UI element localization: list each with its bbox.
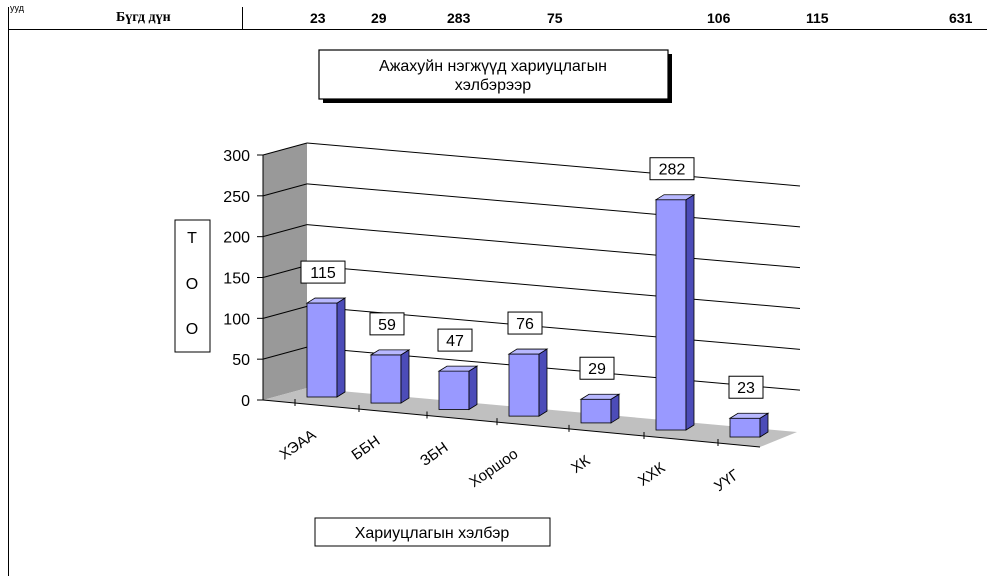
bar-ббн: 59 — [369, 312, 411, 404]
summary-value: 631 — [949, 10, 973, 26]
y-tick-label: 300 — [223, 148, 250, 165]
bar-top — [305, 297, 347, 304]
category-label: ЗБН — [417, 439, 451, 470]
chart-area-frame — [8, 29, 987, 576]
bar-front — [306, 302, 338, 398]
bar-front — [655, 199, 687, 431]
bar-side — [468, 365, 478, 411]
gridline — [306, 224, 801, 269]
chart-title-box: Ажахуйн нэгжүүд хариуцлагын хэлбэрээр — [318, 49, 672, 103]
y-tick-label: 50 — [232, 352, 250, 369]
bar-front — [580, 398, 612, 424]
summary-value: 106 — [707, 10, 731, 26]
corner-fragment: ууд — [10, 3, 24, 13]
summary-value: 29 — [371, 10, 387, 26]
y-tick-label: 0 — [241, 393, 250, 410]
category-label: ХХК — [635, 459, 669, 490]
gridline — [306, 265, 801, 309]
y-axis-title-letter: О — [186, 321, 198, 338]
bar-side — [538, 348, 548, 417]
y-tick-label: 100 — [223, 311, 250, 328]
gridline — [306, 142, 801, 187]
x-axis-line — [262, 399, 761, 448]
gridline — [262, 305, 308, 319]
summary-value: 115 — [806, 10, 829, 26]
bar-top — [507, 348, 549, 355]
y-tick-label: 200 — [223, 230, 250, 247]
y-axis-title-box: Т О О — [174, 219, 211, 353]
chart-title-line: Ажахуйн нэгжүүд хариуцлагын — [379, 58, 607, 75]
bar-side — [400, 349, 410, 404]
bar-top — [579, 393, 621, 400]
x-axis-title-box: Хариуцлагын хэлбэр — [314, 517, 551, 547]
bar-хоршоо: 76 — [507, 311, 549, 417]
x-axis-title: Хариуцлагын хэлбэр — [355, 525, 510, 542]
y-axis-title-letter: О — [186, 276, 198, 293]
data-label-box — [369, 312, 405, 336]
data-label-box — [300, 260, 346, 284]
chart-title-line: хэлбэрээр — [455, 77, 532, 94]
bar-top — [437, 365, 479, 372]
data-label: 115 — [310, 265, 336, 282]
data-label-box — [579, 356, 615, 380]
summary-value: 23 — [310, 10, 326, 26]
summary-value: 75 — [547, 10, 563, 26]
bar-top — [369, 349, 411, 356]
bar-front — [370, 354, 402, 404]
gridline — [262, 224, 308, 238]
y-tick-label: 250 — [223, 189, 250, 206]
bars: 115 59 47 76 29 282 23 — [300, 157, 770, 438]
bar-front — [508, 353, 540, 417]
y-tick-label: 150 — [223, 271, 250, 288]
gridline — [262, 183, 308, 197]
gridline — [262, 142, 308, 156]
row-left-border — [8, 7, 10, 29]
bar-front — [438, 370, 470, 410]
data-label-box — [728, 375, 764, 399]
bar-side — [685, 193, 695, 431]
category-label: ХК — [568, 452, 593, 477]
row-divider — [242, 7, 244, 29]
data-label-box — [437, 328, 473, 352]
bar-хэаа: 115 — [300, 260, 347, 398]
bar-front — [729, 417, 761, 438]
summary-row: ууд Бүгд дүн 23 29 283 75 106 115 631 — [8, 3, 987, 29]
y-axis-ticks: 0 50 100 150 200 250 300 — [223, 148, 263, 410]
category-label: Хоршоо — [466, 445, 521, 491]
bar-top — [728, 412, 770, 419]
data-label: 282 — [659, 162, 686, 179]
data-label-box — [649, 157, 695, 181]
category-label: ББН — [349, 432, 384, 463]
gridline — [262, 265, 308, 278]
summary-value: 283 — [447, 10, 471, 26]
bar-side — [336, 297, 346, 398]
category-label: ХЭАА — [277, 426, 320, 463]
gridline — [306, 183, 801, 228]
bar-top — [654, 194, 696, 201]
data-label: 59 — [378, 317, 396, 334]
bar-хк: 29 — [579, 356, 621, 424]
data-label-box — [507, 311, 543, 335]
y-axis-title-letter: Т — [187, 230, 197, 247]
bar-уүг: 23 — [728, 375, 770, 438]
category-label: УҮГ — [711, 466, 742, 495]
data-label: 76 — [516, 316, 534, 333]
summary-row-label: Бүгд дүн — [116, 10, 171, 25]
data-label: 23 — [737, 380, 755, 397]
bar-ххк: 282 — [649, 157, 696, 431]
data-label: 47 — [446, 333, 464, 350]
bar-збн: 47 — [437, 328, 479, 411]
data-label: 29 — [588, 361, 606, 378]
gridline — [262, 346, 308, 360]
